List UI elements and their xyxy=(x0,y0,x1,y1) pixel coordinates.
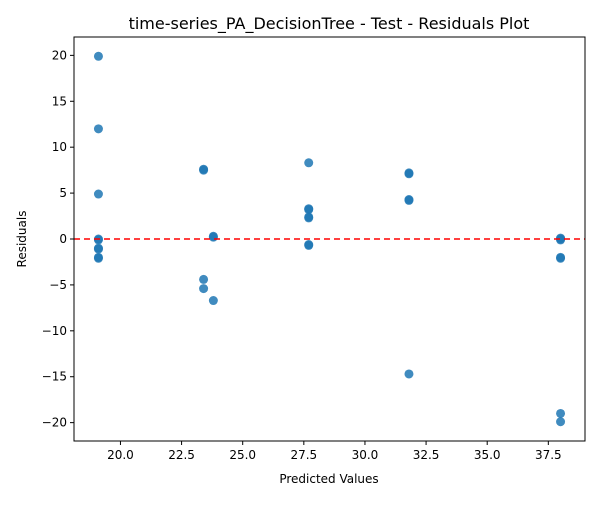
data-point xyxy=(304,158,314,168)
x-tick-label: 27.5 xyxy=(290,448,317,462)
data-point xyxy=(556,408,566,418)
y-tick-label: −10 xyxy=(42,324,67,338)
x-tick-label: 22.5 xyxy=(168,448,195,462)
data-point xyxy=(404,195,414,205)
y-tick-label: −5 xyxy=(49,278,67,292)
y-ticks: −20 −15 −10 −5 0 5 10 15 20 xyxy=(42,48,74,430)
data-point xyxy=(93,189,103,199)
data-point xyxy=(93,124,103,134)
data-point xyxy=(199,274,209,284)
x-tick-label: 37.5 xyxy=(535,448,562,462)
y-axis-label: Residuals xyxy=(15,211,29,268)
y-tick-label: 20 xyxy=(52,48,67,62)
data-point xyxy=(404,369,414,379)
data-point xyxy=(208,296,218,306)
x-tick-label: 30.0 xyxy=(352,448,379,462)
y-tick-label: −15 xyxy=(42,370,67,384)
x-tick-label: 25.0 xyxy=(229,448,256,462)
data-point xyxy=(93,253,103,263)
x-tick-label: 20.0 xyxy=(107,448,134,462)
plot-frame xyxy=(73,36,586,442)
y-tick-label: −20 xyxy=(42,416,67,430)
x-ticks: 20.0 22.5 25.0 27.5 30.0 32.5 35.0 37.5 xyxy=(107,441,562,462)
y-tick-label: 15 xyxy=(52,94,67,108)
data-point xyxy=(304,205,314,215)
x-tick-label: 32.5 xyxy=(413,448,440,462)
data-point xyxy=(304,213,314,223)
y-tick-label: 0 xyxy=(59,232,67,246)
y-tick-label: 10 xyxy=(52,140,67,154)
data-point xyxy=(556,417,566,427)
data-point xyxy=(304,240,314,250)
x-tick-label: 35.0 xyxy=(474,448,501,462)
data-point xyxy=(404,169,414,179)
chart-title: time-series_PA_DecisionTree - Test - Res… xyxy=(129,14,530,34)
data-point xyxy=(556,253,566,263)
x-axis-label: Predicted Values xyxy=(279,472,378,486)
data-point xyxy=(199,284,209,294)
y-tick-label: 5 xyxy=(59,186,67,200)
data-point xyxy=(208,232,218,242)
data-point xyxy=(556,235,566,245)
data-point xyxy=(93,244,103,254)
data-point xyxy=(93,235,103,245)
data-point xyxy=(93,51,103,61)
data-point xyxy=(199,165,209,175)
